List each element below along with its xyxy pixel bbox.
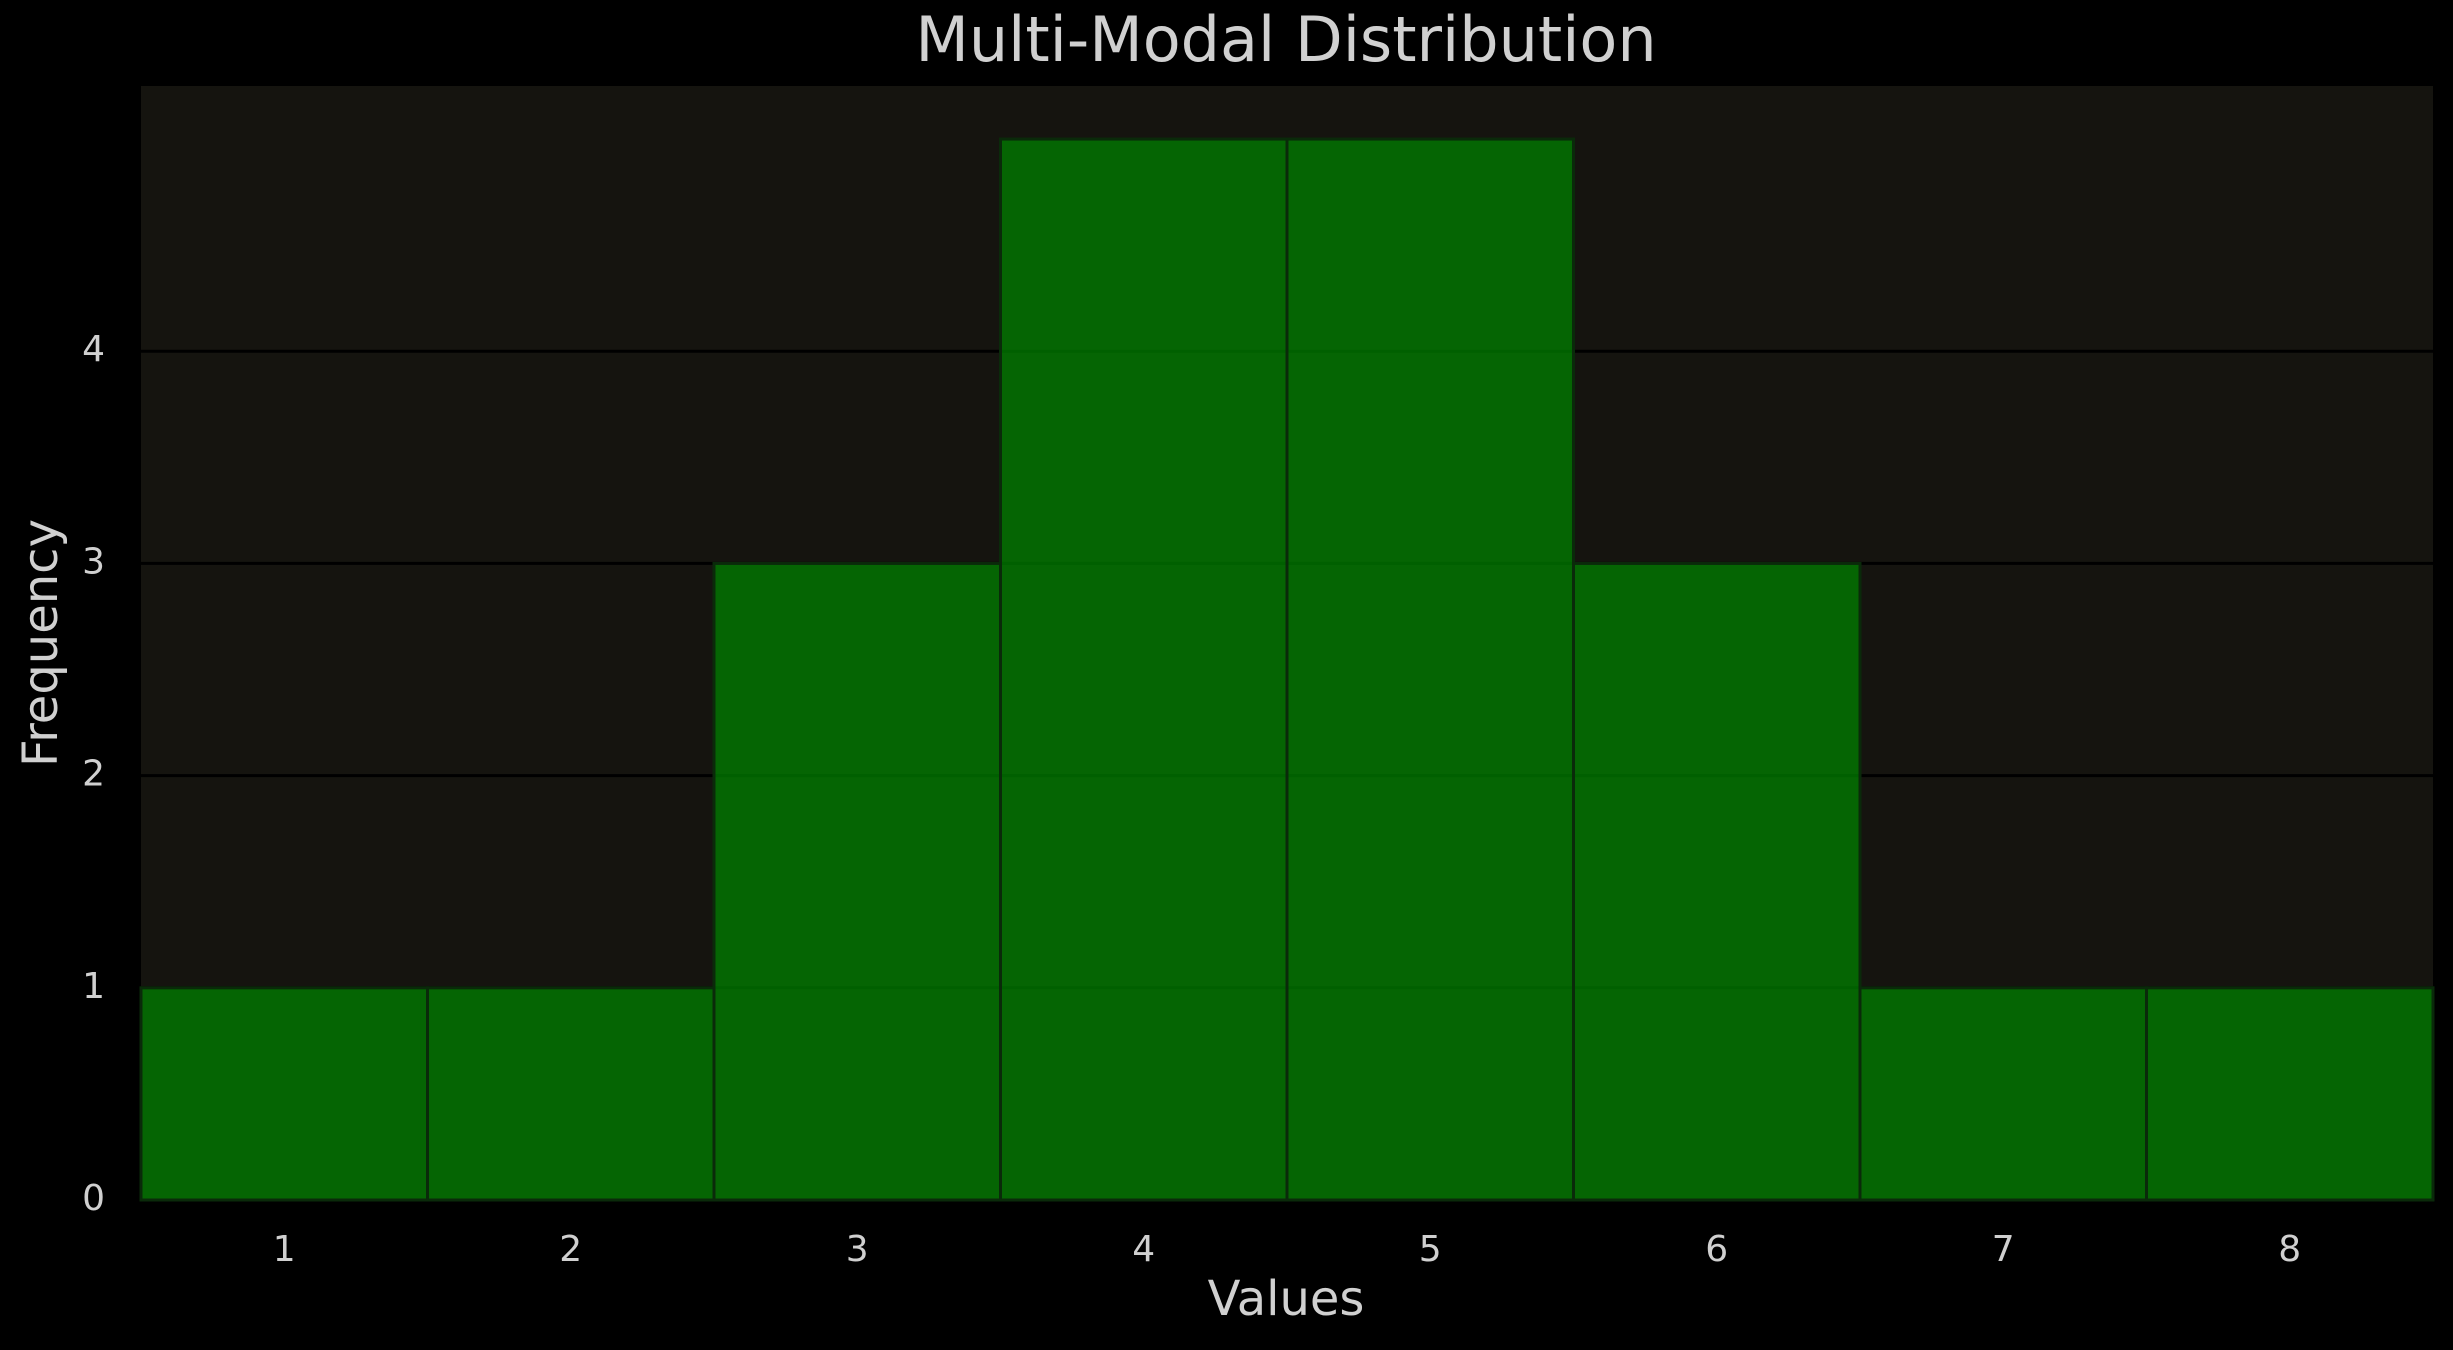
bar xyxy=(1285,137,1575,1202)
x-tick-label: 6 xyxy=(1705,1229,1728,1270)
x-axis-label: Values xyxy=(1208,1271,1365,1327)
bar xyxy=(1572,561,1862,1202)
x-tick-label: 4 xyxy=(1132,1229,1155,1270)
y-axis-label: Frequency xyxy=(13,519,69,767)
y-tick-label: 3 xyxy=(82,541,105,582)
y-tick-label: 4 xyxy=(82,329,105,370)
x-tick-label: 2 xyxy=(559,1229,582,1270)
x-tick-label: 1 xyxy=(273,1229,296,1270)
bar xyxy=(1858,986,2148,1202)
bar xyxy=(712,561,1002,1202)
chart-title: Multi-Modal Distribution xyxy=(915,3,1656,76)
x-tick-label: 3 xyxy=(846,1229,869,1270)
bar xyxy=(2145,986,2435,1202)
x-tick-label: 7 xyxy=(1992,1229,2015,1270)
x-tick-label: 5 xyxy=(1419,1229,1442,1270)
bar xyxy=(999,137,1289,1202)
x-tick-label: 8 xyxy=(2278,1229,2301,1270)
bar xyxy=(139,986,429,1202)
y-tick-label: 0 xyxy=(82,1178,105,1219)
y-tick-label: 1 xyxy=(82,966,105,1007)
y-tick-label: 2 xyxy=(82,754,105,795)
bar xyxy=(426,986,716,1202)
